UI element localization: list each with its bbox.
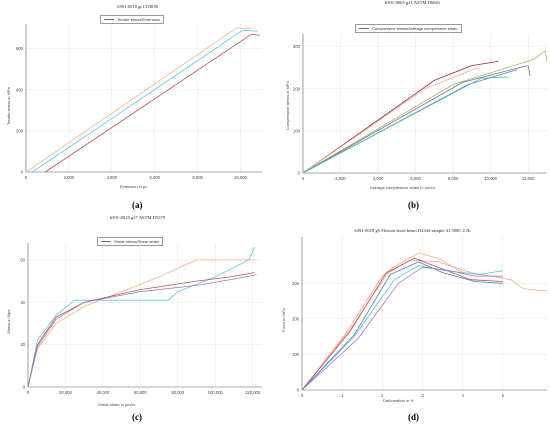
legend-label: Tensile stress/Extension xyxy=(117,17,160,22)
series-line xyxy=(301,257,503,391)
x-axis-label: Deformation in % xyxy=(383,398,414,403)
x-tick-label: 12,000 xyxy=(522,176,535,181)
x-tick-label: 2 xyxy=(381,393,384,398)
series-line xyxy=(302,65,531,174)
series-line xyxy=(301,266,503,391)
x-tick-label: 4,000 xyxy=(373,176,384,181)
legend-swatch xyxy=(359,28,369,29)
chart-panel-c: 6391-0018 g27 ASTM D5379 Shear stress/Sh… xyxy=(0,214,275,428)
series-line xyxy=(302,67,480,174)
series-line xyxy=(301,261,503,391)
series-line xyxy=(301,252,547,391)
x-tick-label: 80,000 xyxy=(171,390,184,395)
x-tick-label: 1 xyxy=(341,393,344,398)
x-tick-label: 100,000 xyxy=(208,390,224,395)
series-line xyxy=(27,247,255,388)
chart-plot: 0 20,000 40,000 60,000 80,000 100,000 120,000 0… xyxy=(20,243,262,395)
y-tick-label: 400 xyxy=(16,87,24,92)
x-tick-label: 2,000 xyxy=(64,175,75,180)
y-axis-label: Compressive stress in MPa xyxy=(285,81,290,130)
y-tick-label: 40 xyxy=(20,300,25,305)
series-line xyxy=(301,265,503,391)
x-tick-label: 8,000 xyxy=(448,176,459,181)
panel-label: (b) xyxy=(408,200,419,210)
x-tick-label: 60,000 xyxy=(134,390,147,395)
chart-legend: Compressive stress/Average compressive s… xyxy=(355,24,462,33)
chart-legend: Tensile stress/Extension xyxy=(100,15,164,24)
x-axis-label: Average compressive strain in µm/m xyxy=(370,185,435,190)
legend-label: Compressive stress/Average compressive s… xyxy=(372,26,458,31)
x-tick-label: 10,000 xyxy=(484,176,497,181)
x-tick-label: 2,000 xyxy=(335,176,346,181)
y-tick-label: 600 xyxy=(16,46,24,51)
series-line xyxy=(302,76,510,174)
series-line xyxy=(27,272,255,388)
y-tick-label: 100 xyxy=(292,352,300,357)
x-tick-label: 0 xyxy=(302,176,305,181)
y-axis-label: Stress in Mpa xyxy=(6,309,11,334)
series-line xyxy=(25,27,254,173)
series-line xyxy=(302,61,499,174)
chart-title: 6391-0018 gr1 D3039 xyxy=(117,4,158,9)
x-tick-label: 0 xyxy=(27,390,30,395)
panel-label: (a) xyxy=(132,200,143,210)
x-tick-label: 3 xyxy=(421,393,424,398)
y-tick-label: 300 xyxy=(292,281,300,286)
y-axis-label: Force in MPa xyxy=(281,308,286,332)
y-tick-label: 200 xyxy=(16,128,24,133)
chart-title: 6391-0018 g5 Flexion short beam D2344 sa… xyxy=(354,228,471,233)
y-tick-label: 60 xyxy=(20,257,25,262)
x-tick-label: 20,000 xyxy=(59,390,72,395)
legend-label: Shear stress/Shear strain xyxy=(114,239,160,244)
y-tick-label: 0 xyxy=(297,388,300,393)
legend-swatch xyxy=(104,19,114,20)
panel-label: (c) xyxy=(132,412,142,422)
series-line xyxy=(45,33,260,173)
legend-swatch xyxy=(101,241,111,242)
x-axis-label: Extension in με xyxy=(120,184,147,189)
x-tick-label: 8,000 xyxy=(192,175,203,180)
y-tick-label: 200 xyxy=(292,316,300,321)
y-tick-label: 20 xyxy=(20,342,25,347)
y-tick-label: 0 xyxy=(298,171,301,176)
y-tick-label: 0 xyxy=(23,385,26,390)
chart-panel-a: 6391-0018 gr1 D3039 Tensile stress/Exten… xyxy=(0,0,275,214)
x-tick-label: 6,000 xyxy=(149,175,160,180)
chart-plot: 0 2,000 4,000 6,000 8,000 10,000 12,000 0 100 200… xyxy=(293,34,548,181)
y-tick-label: 0 xyxy=(21,170,24,175)
x-tick-label: 0 xyxy=(25,175,28,180)
chart-title: 6391-0065 g21 ASTM D6641 xyxy=(384,0,441,5)
chart-legend: Shear stress/Shear strain xyxy=(97,237,164,246)
chart-plot: 0 2,000 4,000 6,000 8,000 10,000 0 200 400 600 xyxy=(16,24,262,180)
x-axis-label: Shear strain in µm/m xyxy=(98,402,135,407)
series-line xyxy=(32,29,258,173)
x-tick-label: 120,000 xyxy=(245,390,261,395)
y-tick-label: 300 xyxy=(293,44,301,49)
series-line xyxy=(27,259,257,388)
series-line xyxy=(27,274,257,388)
chart-title: 6391-0018 g27 ASTM D5379 xyxy=(109,215,166,220)
series-line xyxy=(302,50,548,174)
series-line xyxy=(302,69,518,174)
chart-panel-d: 6391-0018 g5 Flexion short beam D2344 sa… xyxy=(275,214,550,428)
y-tick-label: 200 xyxy=(293,86,301,91)
x-tick-label: 40,000 xyxy=(96,390,109,395)
y-axis-label: Tensile stress in MPa xyxy=(6,87,11,125)
panel-label: (d) xyxy=(408,412,419,422)
x-tick-label: 4 xyxy=(461,393,464,398)
x-tick-label: 0 xyxy=(301,393,304,398)
x-tick-label: 4,000 xyxy=(107,175,118,180)
chart-panel-b: 6391-0065 g21 ASTM D6641 Compressive str… xyxy=(275,0,550,214)
x-tick-label: 6,000 xyxy=(410,176,421,181)
chart-plot: 0 1 2 3 4 5 0 100 200 300 xyxy=(292,237,547,398)
y-tick-label: 100 xyxy=(293,128,301,133)
x-tick-label: 5 xyxy=(502,393,505,398)
x-tick-label: 10,000 xyxy=(234,175,247,180)
